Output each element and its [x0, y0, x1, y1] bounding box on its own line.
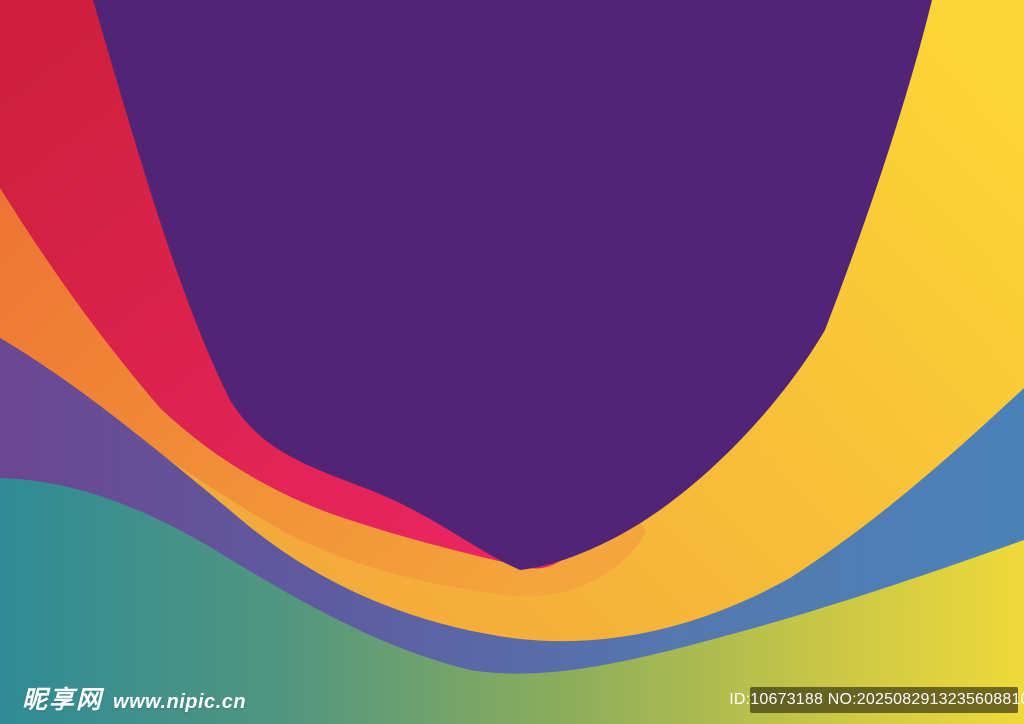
id-badge-text: ID:10673188 NO:20250829132356088105 [729, 691, 1024, 708]
watermark-site-name: 昵享网 [22, 686, 104, 714]
green-wave-shape [0, 478, 1024, 724]
id-badge: ID:10673188 NO:20250829132356088105 [729, 687, 1024, 713]
watermark: 昵享网 www.nipic.cn [22, 680, 246, 716]
watermark-site-url: www.nipic.cn [113, 691, 247, 713]
purple-blob-shape [93, 0, 932, 570]
